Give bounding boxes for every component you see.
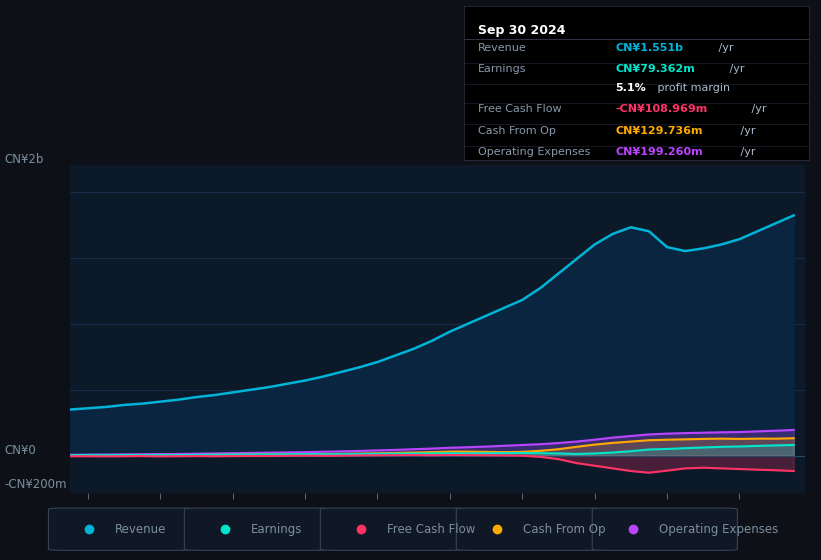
Text: CN¥0: CN¥0 xyxy=(4,444,36,458)
Text: Operating Expenses: Operating Expenses xyxy=(658,522,778,536)
Text: profit margin: profit margin xyxy=(654,83,730,92)
Text: Revenue: Revenue xyxy=(115,522,167,536)
FancyBboxPatch shape xyxy=(48,508,194,550)
Text: CN¥1.551b: CN¥1.551b xyxy=(616,43,684,53)
Text: 5.1%: 5.1% xyxy=(616,83,646,92)
Text: Sep 30 2024: Sep 30 2024 xyxy=(478,24,565,37)
Text: CN¥129.736m: CN¥129.736m xyxy=(616,126,703,136)
Text: Operating Expenses: Operating Expenses xyxy=(478,147,590,157)
Text: /yr: /yr xyxy=(726,64,745,74)
Text: /yr: /yr xyxy=(715,43,733,53)
Text: -CN¥200m: -CN¥200m xyxy=(4,478,67,491)
Text: /yr: /yr xyxy=(737,126,755,136)
Text: Cash From Op: Cash From Op xyxy=(523,522,605,536)
FancyBboxPatch shape xyxy=(320,508,466,550)
Text: CN¥199.260m: CN¥199.260m xyxy=(616,147,704,157)
Text: -CN¥108.969m: -CN¥108.969m xyxy=(616,104,708,114)
Text: Earnings: Earnings xyxy=(251,522,302,536)
Text: Revenue: Revenue xyxy=(478,43,526,53)
FancyBboxPatch shape xyxy=(592,508,737,550)
Text: Earnings: Earnings xyxy=(478,64,526,74)
Text: /yr: /yr xyxy=(748,104,767,114)
Text: CN¥79.362m: CN¥79.362m xyxy=(616,64,695,74)
FancyBboxPatch shape xyxy=(456,508,602,550)
Text: Cash From Op: Cash From Op xyxy=(478,126,556,136)
Text: /yr: /yr xyxy=(737,147,755,157)
Text: Free Cash Flow: Free Cash Flow xyxy=(478,104,562,114)
Text: CN¥2b: CN¥2b xyxy=(4,153,44,166)
FancyBboxPatch shape xyxy=(185,508,329,550)
Text: Free Cash Flow: Free Cash Flow xyxy=(387,522,475,536)
